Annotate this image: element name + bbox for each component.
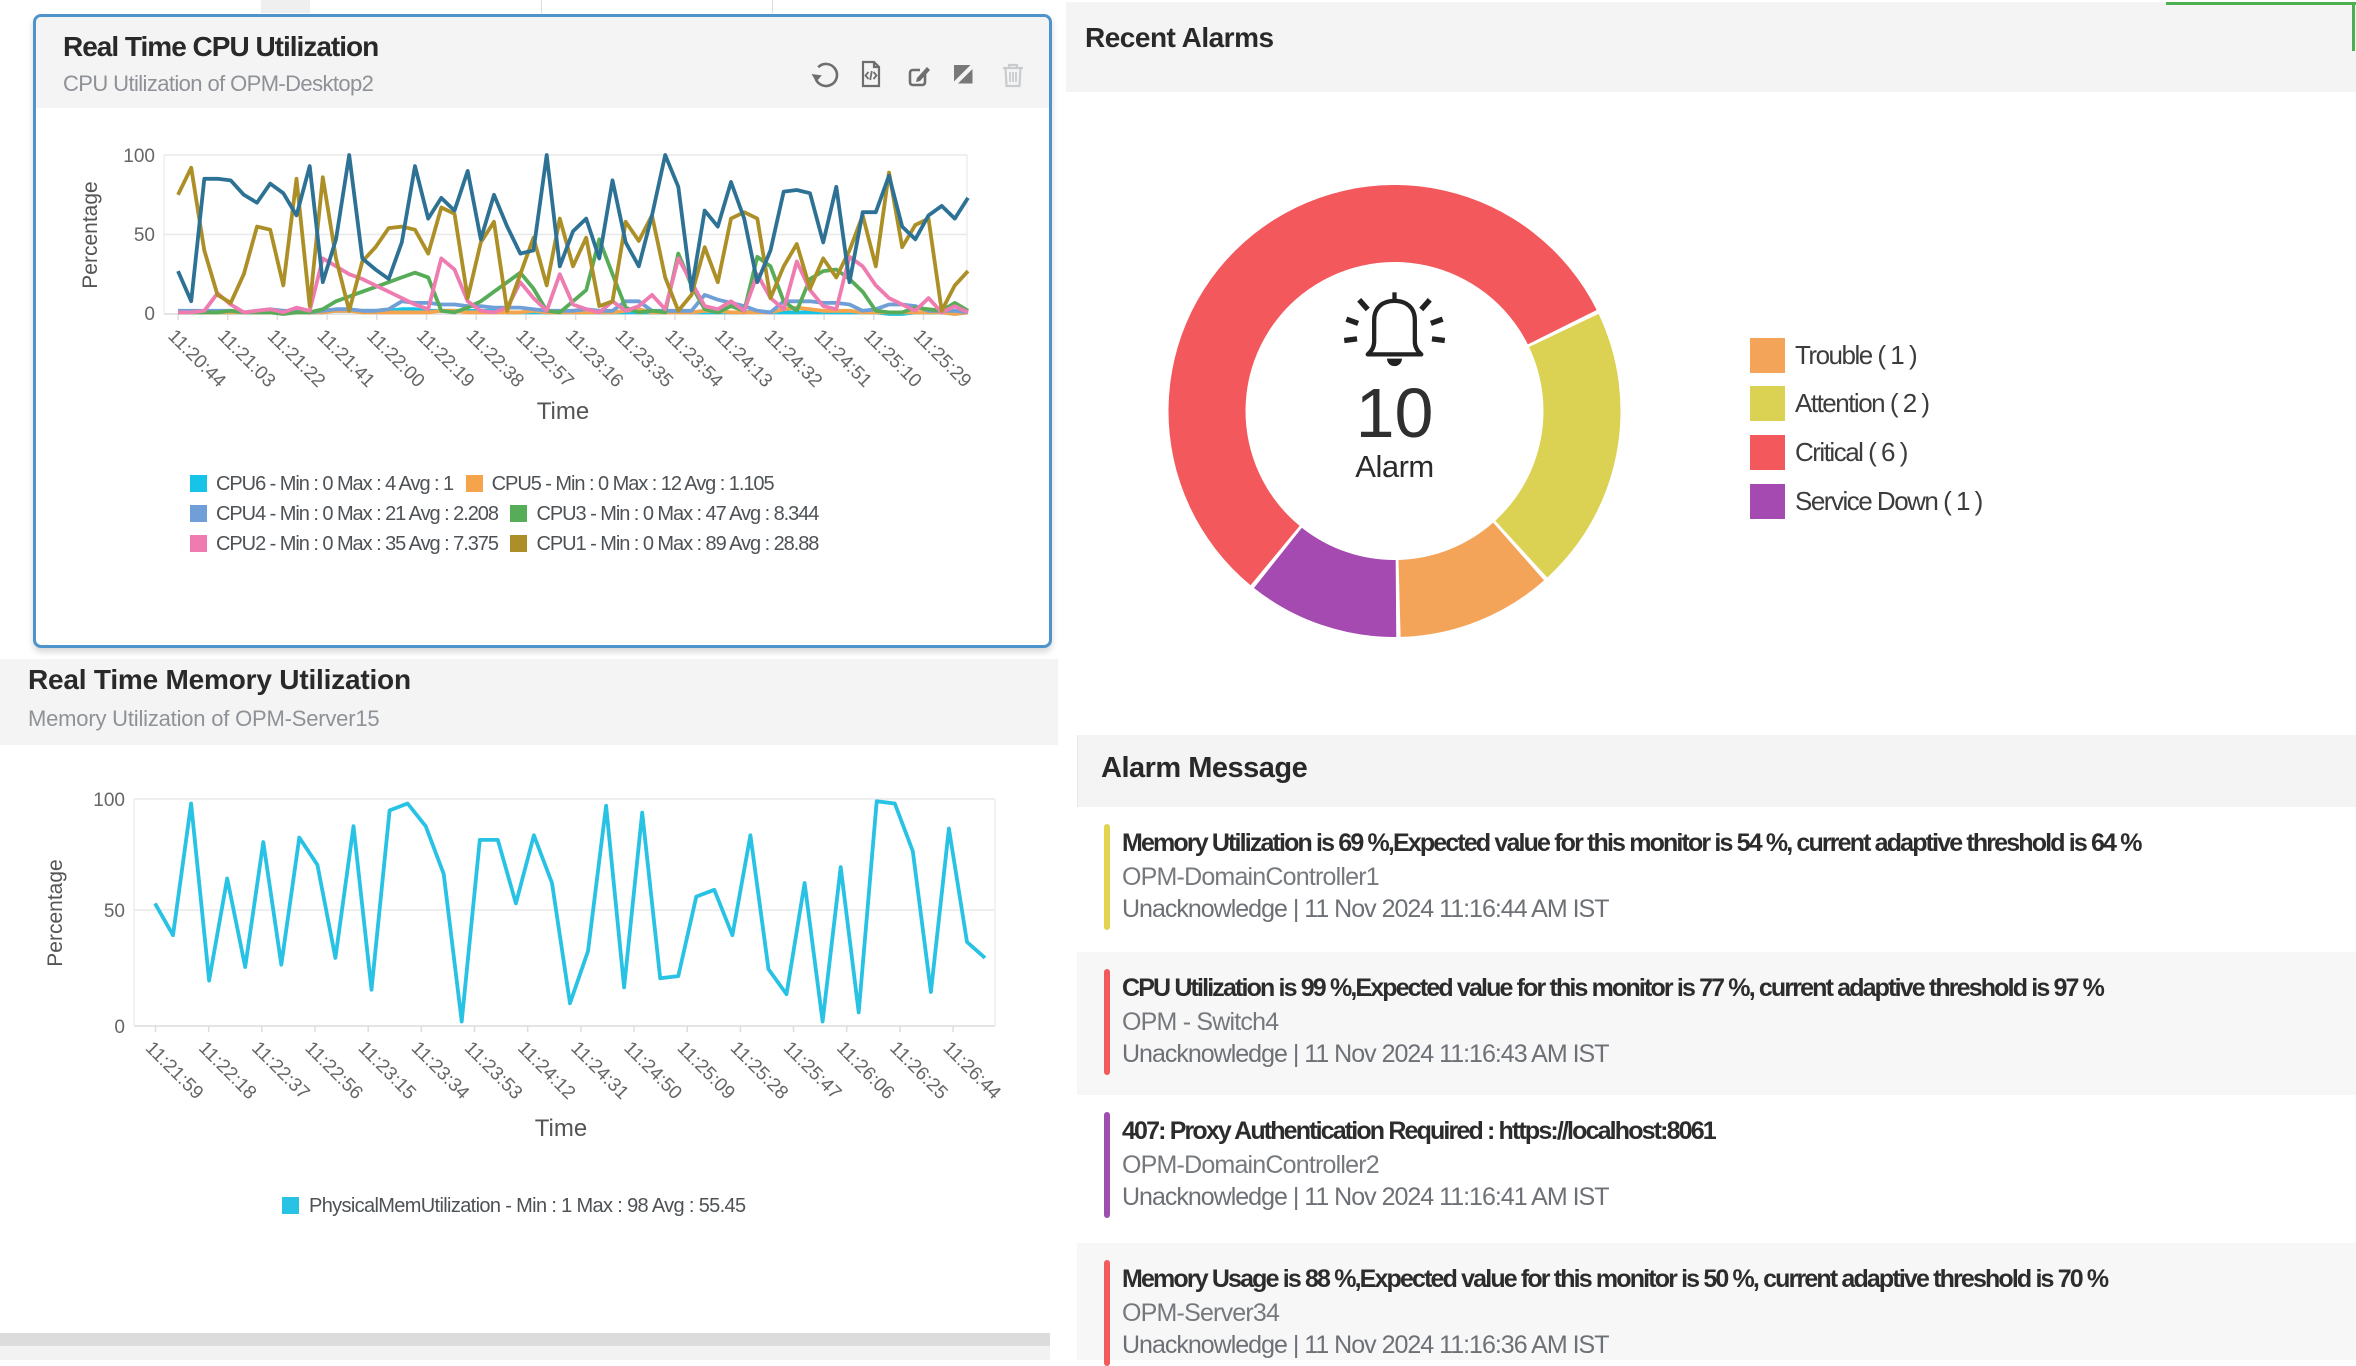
svg-text:11:22:37: 11:22:37	[247, 1038, 313, 1104]
svg-text:11:22:56: 11:22:56	[300, 1038, 366, 1104]
svg-text:100: 100	[93, 790, 125, 811]
svg-text:11:21:59: 11:21:59	[141, 1038, 207, 1104]
svg-text:11:22:18: 11:22:18	[194, 1038, 260, 1104]
svg-text:100: 100	[123, 146, 155, 167]
svg-text:0: 0	[114, 1017, 125, 1038]
svg-text:10: 10	[1356, 374, 1434, 452]
svg-text:50: 50	[104, 901, 125, 922]
svg-text:11:23:53: 11:23:53	[460, 1038, 526, 1104]
svg-text:0: 0	[144, 304, 155, 325]
svg-text:11:23:34: 11:23:34	[407, 1038, 473, 1104]
svg-text:11:24:50: 11:24:50	[619, 1038, 685, 1104]
svg-text:Percentage: Percentage	[44, 859, 67, 966]
svg-text:11:23:15: 11:23:15	[354, 1038, 420, 1104]
svg-text:Percentage: Percentage	[79, 181, 102, 288]
svg-text:11:24:31: 11:24:31	[566, 1038, 632, 1104]
svg-text:11:24:12: 11:24:12	[513, 1038, 579, 1104]
svg-text:11:25:28: 11:25:28	[726, 1038, 792, 1104]
svg-text:11:26:25: 11:26:25	[885, 1038, 951, 1104]
svg-text:11:25:09: 11:25:09	[673, 1038, 739, 1104]
svg-text:50: 50	[134, 225, 155, 246]
svg-text:11:26:44: 11:26:44	[939, 1038, 1005, 1104]
svg-text:11:25:47: 11:25:47	[779, 1038, 845, 1104]
svg-text:PhysicalMemUtilization - Min :: PhysicalMemUtilization - Min : 1 Max : 9…	[309, 1195, 746, 1217]
svg-text:Alarm: Alarm	[1355, 449, 1433, 484]
svg-text:Time: Time	[537, 398, 589, 425]
svg-text:Time: Time	[535, 1115, 587, 1142]
svg-text:11:26:06: 11:26:06	[832, 1038, 898, 1104]
